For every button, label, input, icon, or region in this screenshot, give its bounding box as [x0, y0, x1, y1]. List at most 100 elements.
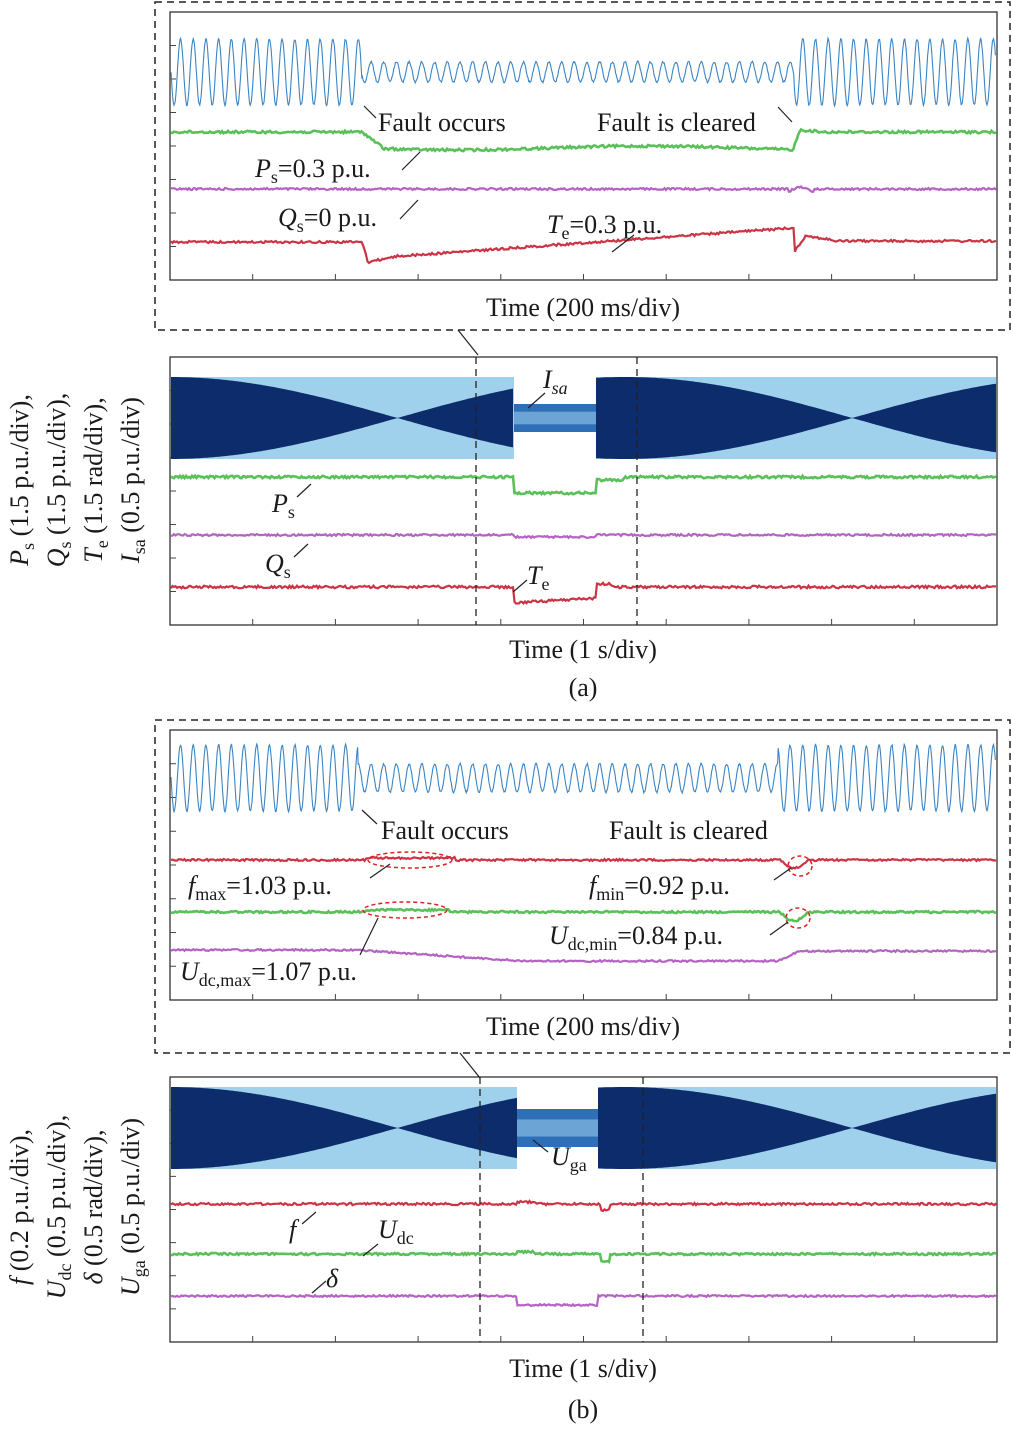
panel-a-zoom: Time (200 ms/div) Fault occurs Fault is …: [154, 1, 1011, 331]
zoom-a-dashed-box: [154, 1, 1011, 331]
cleared-leader-line: [777, 106, 793, 123]
label-subscript: s: [55, 541, 75, 548]
isa-label: Isa: [542, 365, 568, 398]
label-symbol: δ: [79, 1272, 108, 1285]
y-axis-label: f (0.2 p.u./div),Udc (0.5 p.u./div),δ (0…: [5, 1115, 149, 1300]
y-axis-label-line: Isa (0.5 p.u./div): [116, 397, 149, 564]
caption-a: (a): [569, 673, 598, 702]
label-scale: (1.5 p.u./div),: [5, 394, 34, 543]
trace-group: [170, 377, 997, 606]
udcmin-label: Udc,min=0.84 p.u.: [549, 921, 723, 954]
trace-group: [170, 1087, 997, 1308]
udcmax-leader-line: [359, 917, 379, 956]
qs-leader-line: [293, 543, 309, 558]
uga-trace: [170, 742, 996, 814]
panel-b-full: Time (1 s/div) (b) Uga f Udc δ f (0.2 p.…: [5, 1076, 998, 1424]
label-subscript: ga: [570, 1155, 587, 1175]
fault-current-core: [514, 411, 596, 425]
panel-b-zoom: Time (200 ms/div) Fault occurs Fault is …: [154, 719, 1011, 1054]
y-axis-label-line: δ (0.5 rad/div),: [79, 1129, 108, 1284]
fault-current-core: [517, 1119, 598, 1137]
label-symbol: U: [180, 957, 201, 986]
label-symbol: I: [116, 553, 145, 564]
label-symbol: f: [589, 871, 600, 900]
label-subscript: min: [596, 884, 624, 904]
f-label: f: [289, 1215, 300, 1244]
ps-leader-line: [401, 151, 421, 171]
caption-b: (b): [568, 1395, 598, 1424]
ps-leader-line: [296, 483, 312, 498]
trace-group: [170, 36, 997, 265]
te-label: Te: [527, 561, 549, 594]
te-value-label: Te=0.3 p.u.: [547, 210, 662, 243]
label-symbol: P: [254, 154, 271, 183]
label-symbol: P: [5, 550, 34, 567]
delta-trace: [170, 1293, 997, 1308]
label-scale: (0.5 rad/div),: [79, 1129, 108, 1272]
udcmin-leader-line: [769, 921, 789, 936]
label-value: =0 p.u.: [304, 203, 377, 232]
fault-cleared-label: Fault is cleared: [597, 108, 756, 137]
y-axis-label-line: f (0.2 p.u./div),: [5, 1129, 34, 1285]
ps-value-label: Ps=0.3 p.u.: [254, 154, 371, 187]
te-trace: [170, 226, 997, 265]
current-envelope-dark: [171, 377, 513, 459]
label-subscript: s: [271, 167, 278, 187]
label-subscript: dc: [397, 1228, 414, 1248]
fault-occurs-label: Fault occurs: [378, 108, 506, 137]
y-axis-label-line: Udc (0.5 p.u./div),: [42, 1115, 75, 1300]
label-symbol: U: [551, 1142, 572, 1171]
label-subscript: s: [284, 562, 291, 582]
label-value: =0.3 p.u.: [278, 154, 371, 183]
udc-leader-line: [362, 1243, 379, 1257]
ps-trace: [170, 473, 997, 496]
label-value: =0.84 p.u.: [617, 921, 723, 950]
fmax-highlight-ellipse: [367, 851, 453, 869]
qs-label: Qs: [265, 549, 291, 582]
label-subscript: e: [541, 574, 549, 594]
label-value: =1.07 p.u.: [251, 957, 357, 986]
delta-label: δ: [326, 1264, 339, 1293]
label-scale: (1.5 rad/div),: [79, 397, 108, 540]
label-scale: (0.5 p.u./div),: [42, 1115, 71, 1264]
fmin-leader-line: [773, 867, 792, 881]
x-axis-label: Time (1 s/div): [509, 635, 657, 664]
isa-trace: [170, 36, 996, 108]
current-envelope-dark: [596, 377, 996, 459]
isa-leader-line: [527, 392, 546, 409]
te-leader-line: [611, 234, 635, 253]
fault-occurs-label: Fault occurs: [381, 816, 509, 845]
label-symbol: Q: [278, 203, 297, 232]
fault-cleared-label: Fault is cleared: [609, 816, 768, 845]
fault-leader-line: [363, 105, 377, 119]
current-envelope-dark: [171, 1087, 517, 1169]
label-scale: (0.5 p.u./div): [116, 397, 145, 539]
udc-trace: [171, 1249, 997, 1264]
label-subscript: dc: [55, 1263, 75, 1280]
udc-label: Udc: [378, 1215, 414, 1248]
tick-marks: [170, 763, 915, 1000]
udc-trace: [171, 907, 997, 923]
fmax-label: fmax=1.03 p.u.: [188, 871, 332, 904]
label-subscript: s: [297, 216, 304, 236]
label-subscript: e: [561, 223, 569, 243]
uga-leader-line: [532, 1139, 549, 1153]
y-axis-label-line: Uga (0.5 p.u./div): [116, 1118, 149, 1296]
label-value: =0.92 p.u.: [624, 871, 730, 900]
label-symbol: f: [188, 871, 199, 900]
f-leader-line: [301, 1211, 317, 1225]
te-trace: [170, 581, 997, 606]
label-symbol: Q: [265, 549, 284, 578]
label-subscript: dc,max: [199, 970, 251, 990]
label-subscript: ga: [129, 1260, 149, 1277]
fault-leader-line: [361, 809, 378, 825]
label-value: =0.3 p.u.: [569, 210, 662, 239]
label-scale: (1.5 p.u./div),: [42, 393, 71, 542]
label-scale: (0.2 p.u./div),: [5, 1129, 34, 1278]
label-symbol: U: [116, 1275, 145, 1296]
ps-trace: [170, 127, 997, 153]
qs-leader-line: [399, 199, 419, 220]
zoom-b-dashed-box: [154, 719, 1011, 1054]
uga-label: Uga: [551, 1142, 587, 1175]
